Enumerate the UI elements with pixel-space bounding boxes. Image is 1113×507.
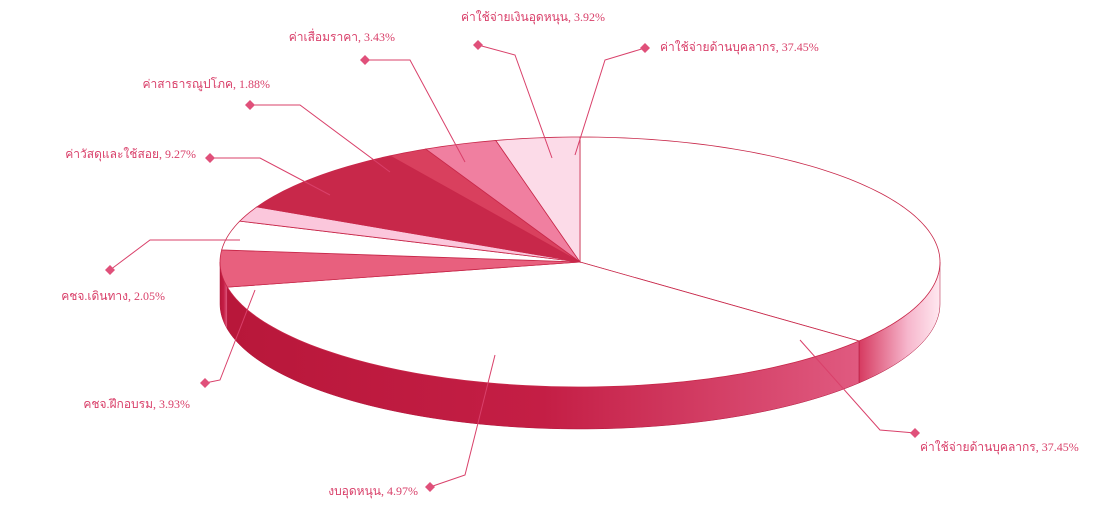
label-marker xyxy=(205,153,215,163)
slice-label: คชจ.ฝึกอบรม, 3.93% xyxy=(83,397,190,411)
slice xyxy=(255,155,581,263)
slice xyxy=(495,136,581,264)
label-marker xyxy=(473,40,483,50)
labels: ค่าใช้จ่ายด้านบุคลากร, 37.45% ค่าใช้จ่ายด… xyxy=(61,10,1079,499)
leader-line xyxy=(365,59,466,163)
slice xyxy=(238,206,581,263)
label-marker xyxy=(910,428,920,438)
slice-label: ค่าใช้จ่ายเงินอุดหนุน, 3.92% xyxy=(461,10,605,25)
slice-label: ค่าสาธารณูปโภค, 1.88% xyxy=(143,77,270,92)
leader-line xyxy=(250,104,391,173)
slice-label: ค่าใช้จ่ายด้านบุคลากร, 37.45% xyxy=(660,40,819,55)
slice-label: คชจ.เดินทาง, 2.05% xyxy=(61,289,165,303)
slice-label: ค่าเสื่อมราคา, 3.43% xyxy=(289,28,395,44)
slice xyxy=(424,140,581,263)
slice xyxy=(226,261,861,388)
leader-line xyxy=(574,47,646,156)
leader-line xyxy=(429,354,496,488)
leader-line xyxy=(799,339,916,434)
leader-line xyxy=(204,289,256,384)
label-marker xyxy=(105,265,115,275)
label-marker xyxy=(640,43,650,53)
slice xyxy=(579,136,941,342)
slice-label: ค่าใช้จ่ายด้านบุคลากร, 37.45% xyxy=(920,440,1079,455)
slice-label: งบอุดหนุน, 4.97% xyxy=(328,484,418,499)
label-marker xyxy=(360,55,370,65)
label-marker xyxy=(245,100,255,110)
pie-tops xyxy=(219,136,941,388)
slice xyxy=(388,148,581,263)
slice-label: ค่าวัสดุและใช้สอย, 9.27% xyxy=(65,147,196,162)
label-marker xyxy=(425,482,435,492)
leader-line xyxy=(109,239,240,271)
label-marker xyxy=(200,378,210,388)
slice xyxy=(221,220,581,263)
leader-line xyxy=(210,157,331,196)
leader-line xyxy=(477,44,553,159)
